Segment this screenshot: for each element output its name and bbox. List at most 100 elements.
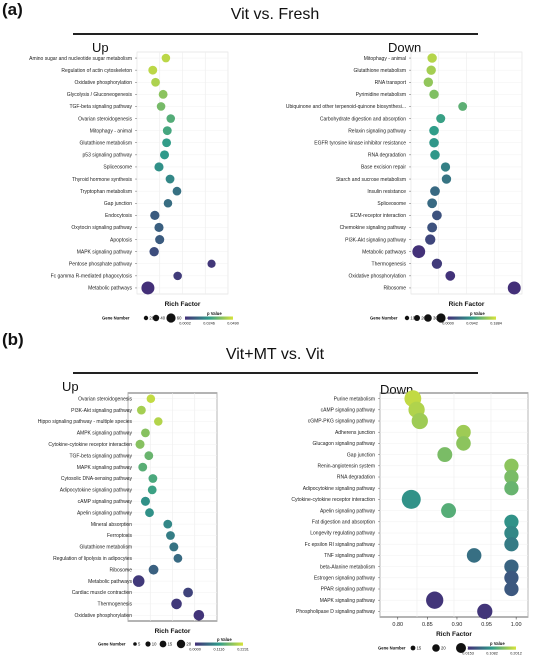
- chart-3-size-legend-title: Gene Number: [98, 642, 126, 647]
- chart-3-category-label: Metabolic pathways: [88, 579, 132, 585]
- chart-3-xlabel: Rich Factor: [155, 628, 191, 635]
- chart-3-category-label: Thermogenesis: [98, 602, 133, 608]
- chart-1-point: [154, 162, 164, 172]
- chart-4-point: [441, 503, 457, 519]
- chart-1-category-label: TGF-beta signaling pathway: [69, 104, 132, 110]
- chart-1-category-label: Mitophagy - animal: [90, 128, 132, 134]
- chart-4-category-label: Glucagon signaling pathway: [312, 441, 375, 447]
- chart-3-category-label: Adipocytokine signaling pathway: [60, 488, 133, 494]
- chart-4-color-legend-tick: 0.2012: [510, 652, 522, 656]
- chart-2-category-label: Carbohydrate digestion and absorption: [320, 116, 406, 122]
- chart-2-point: [431, 258, 443, 269]
- chart-1-category-label: Endocytosis: [105, 213, 132, 219]
- chart-2-point: [427, 222, 438, 233]
- chart-3-category-label: Glutathione metabolism: [79, 545, 132, 551]
- chart-2-category-label: Chemokine signaling pathway: [340, 225, 407, 231]
- chart-2-category-label: ECM-receptor interaction: [350, 213, 406, 219]
- chart-1-size-legend-title: Gene Number: [102, 316, 130, 321]
- chart-2-color-legend-bar: [448, 316, 496, 320]
- chart-1-category-label: Tryptophan metabolism: [80, 189, 132, 195]
- chart-2-category-label: Insulin resistance: [367, 189, 406, 195]
- chart-3-category-label: Regulation of lipolysis in adipocytes: [53, 556, 132, 562]
- chart-1-size-legend-value: 40: [160, 316, 165, 321]
- chart-3-point: [145, 508, 154, 518]
- chart-3-size-legend-dot: [159, 640, 167, 648]
- chart-1-color-legend-bar: [185, 316, 233, 320]
- chart-2-size-legend-value: 30: [433, 316, 438, 321]
- chart-2-category-label: Relaxin signaling pathway: [348, 128, 406, 134]
- chart-2-category-label: Mitophagy - animal: [364, 56, 406, 62]
- chart-1-category-label: Glycolysis / Gluconeogenesis: [67, 92, 133, 98]
- chart-2-point: [430, 186, 440, 197]
- chart-2-point: [426, 65, 436, 75]
- chart-4-group: Purine metabolism cAMP signaling pathway c…: [291, 390, 529, 656]
- chart-3-point: [144, 451, 154, 461]
- chart-4-category-label: Adherens junction: [335, 430, 375, 436]
- chart-1-color-legend-tick: 0.0490: [227, 322, 239, 326]
- chart-1-point: [148, 65, 158, 75]
- chart-3-point: [135, 439, 145, 449]
- chart-1-point: [165, 174, 175, 184]
- chart-2-category-label: Starch and sucrose metabolism: [336, 177, 406, 183]
- chart-4-category-label: Gap junction: [347, 452, 375, 458]
- chart-3-point: [166, 531, 175, 540]
- chart-2-point: [429, 89, 439, 100]
- chart-1-xlabel: Rich Factor: [165, 301, 201, 308]
- chart-4-category-label: TNF signaling pathway: [324, 553, 375, 559]
- chart-2-color-legend-tick: 0.0000: [442, 322, 454, 326]
- chart-3-point: [146, 394, 156, 403]
- chart-4-point: [456, 424, 471, 440]
- chart-3-category-label: PI3K-Akt signaling pathway: [71, 408, 132, 414]
- chart-1-point: [161, 53, 171, 63]
- chart-3-color-legend-title: p Value: [217, 637, 232, 642]
- chart-4-category-label: Longevity regulating pathway: [310, 531, 375, 537]
- chart-3-size-legend-dot: [176, 639, 186, 649]
- chart-3-category-label: Apelin signaling pathway: [77, 510, 133, 516]
- chart-2-point: [430, 150, 440, 160]
- chart-4-xtick-label: 0.90: [452, 622, 463, 628]
- chart-1-category-label: Amino sugar and nucleotide sugar metabol…: [29, 56, 132, 62]
- chart-4-point: [466, 548, 482, 563]
- chart-3-point: [154, 417, 163, 426]
- chart-4-color-legend-tick: 0.1082: [486, 652, 498, 656]
- chart-4-category-label: cGMP-PKG signaling pathway: [308, 419, 376, 425]
- chart-3-category-label: Cytokine-cytokine receptor interaction: [48, 442, 132, 448]
- chart-4-point: [504, 481, 519, 496]
- chart-4-point: [411, 412, 428, 430]
- chart-2-point: [425, 234, 436, 245]
- chart-2-point: [441, 174, 452, 184]
- chart-2-point: [412, 245, 426, 259]
- chart-4-point: [504, 537, 519, 552]
- panel-a-title: Vit vs. Fresh: [230, 6, 320, 23]
- chart-4-category-label: RNA degradation: [337, 475, 375, 481]
- chart-4-xtick-label: 0.85: [422, 622, 433, 628]
- chart-2-size-legend-dot: [436, 313, 446, 323]
- chart-1-point: [162, 126, 172, 136]
- chart-3-category-label: Mineral absorption: [91, 522, 132, 528]
- chart-1-color-legend-title: p Value: [207, 311, 222, 316]
- chart-2-point: [458, 102, 468, 111]
- chart-2-category-label: Metabolic pathways: [362, 249, 406, 255]
- chart-3-category-label: cAMP signaling pathway: [78, 499, 133, 505]
- chart-3-category-label: Cardiac muscle contraction: [72, 590, 133, 596]
- chart-2-point: [436, 114, 446, 124]
- chart-2-size-legend-title: Gene Number: [370, 316, 398, 321]
- chart-1-point: [154, 222, 164, 233]
- chart-2-size-legend-dot: [424, 314, 432, 322]
- chart-3-group: Ovarian steroidogenesis PI3K-Akt signalin…: [38, 392, 249, 652]
- chart-2-color-legend-tick: 0.0942: [466, 322, 478, 326]
- chart-4-category-label: Phospholipase D signaling pathway: [296, 609, 375, 615]
- chart-1-size-legend-value: 20: [149, 316, 154, 321]
- chart-3-category-label: Hippo signaling pathway - multiple speci…: [38, 419, 133, 425]
- panel-a-up-label: Up: [92, 40, 109, 55]
- chart-1-category-label: Oxytocin signaling pathway: [71, 225, 132, 231]
- chart-1-point: [156, 102, 166, 111]
- chart-4-point: [504, 469, 519, 485]
- chart-1-size-legend-dot: [152, 314, 160, 322]
- chart-4-point: [504, 570, 519, 585]
- chart-1-point: [141, 281, 155, 295]
- chart-1-category-label: MAPK signaling pathway: [77, 249, 133, 255]
- chart-4-category-label: MAPK signaling pathway: [320, 598, 376, 604]
- chart-2-point: [423, 77, 434, 87]
- chart-2-category-label: Pyrimidine metabolism: [356, 92, 406, 98]
